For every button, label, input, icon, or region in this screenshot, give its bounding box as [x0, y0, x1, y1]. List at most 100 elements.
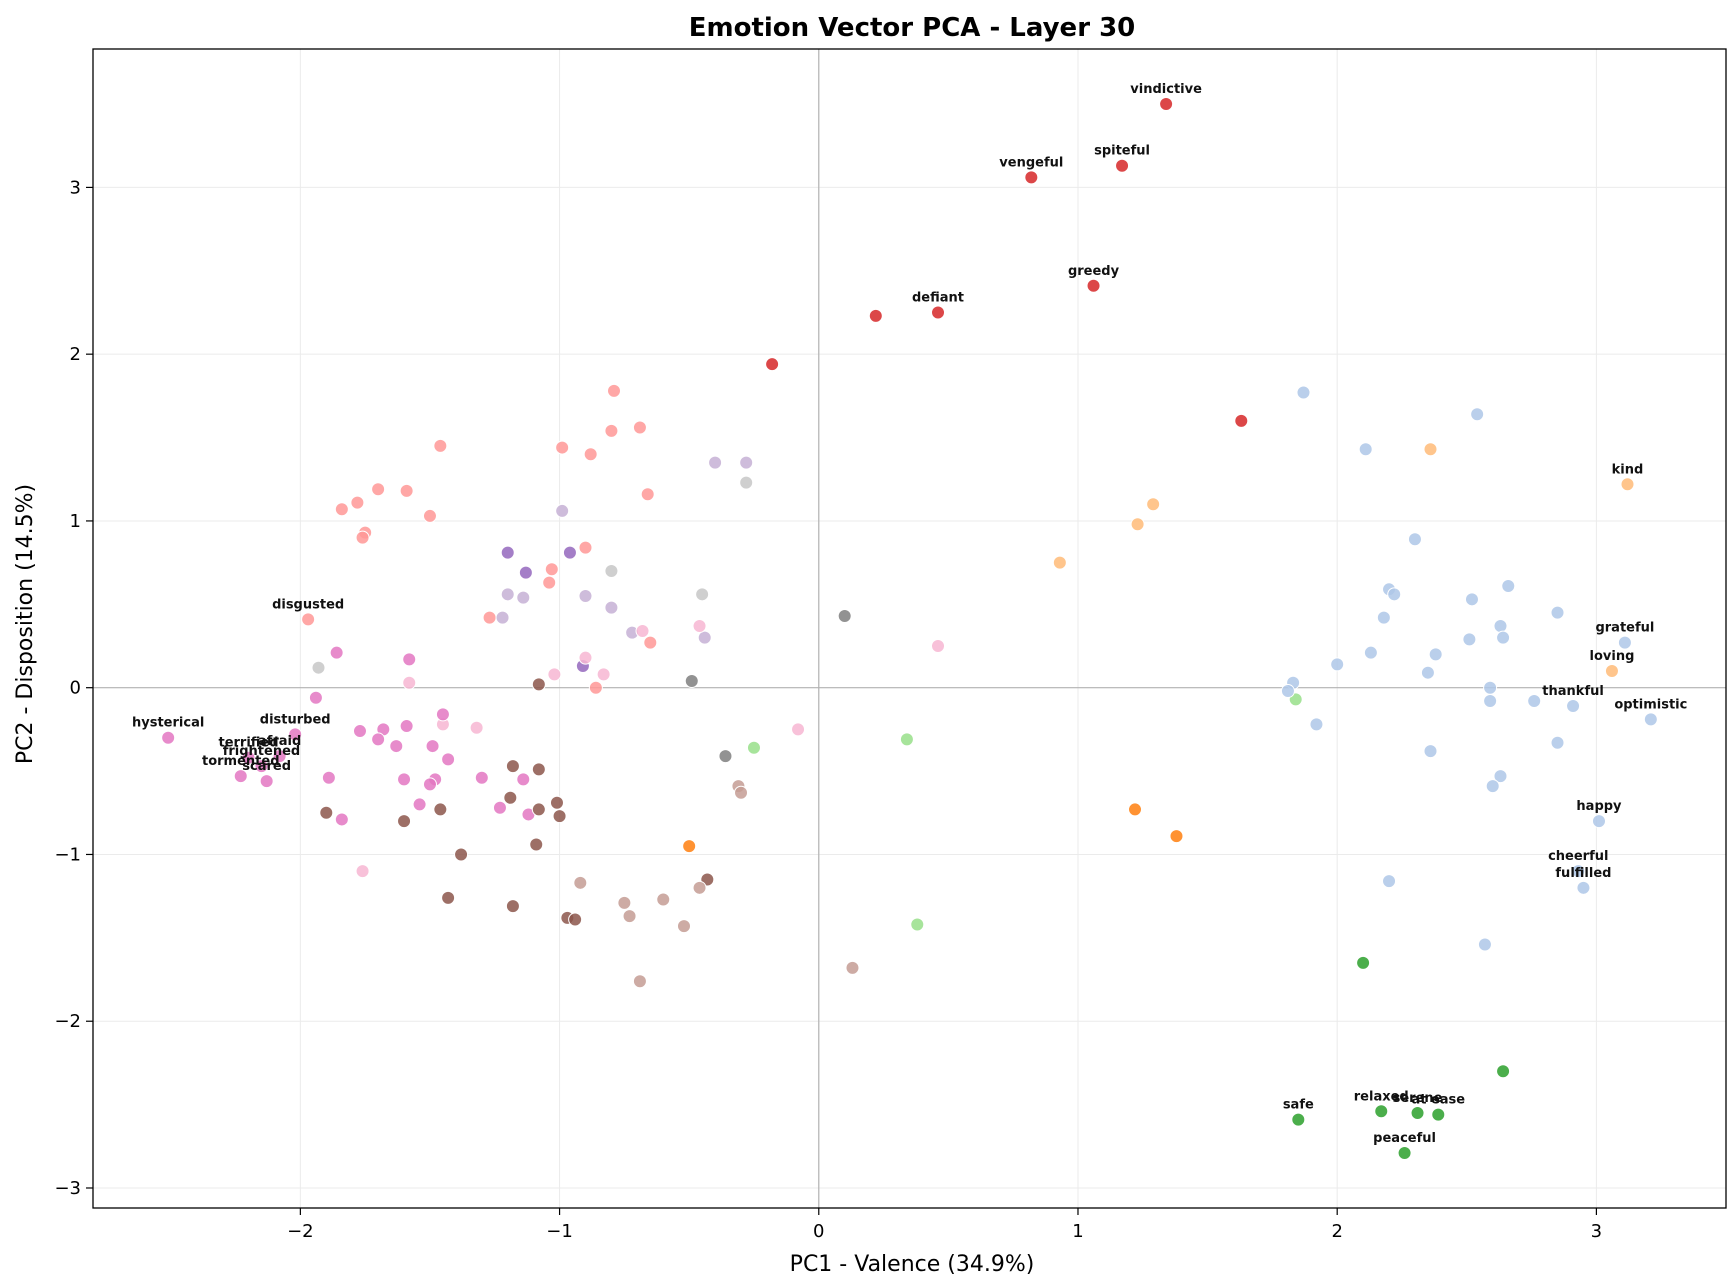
data-label: spiteful	[1094, 144, 1150, 159]
data-point	[573, 875, 588, 890]
data-label: vengeful	[999, 155, 1063, 170]
data-point	[288, 727, 303, 742]
data-point	[518, 565, 533, 580]
data-point	[1356, 955, 1371, 970]
x-tick-label: −2	[287, 1221, 314, 1242]
data-point	[495, 610, 510, 625]
data-point	[389, 739, 404, 754]
data-point	[402, 652, 417, 667]
data-point	[1374, 1104, 1389, 1119]
data-point	[542, 575, 557, 590]
data-point	[547, 667, 562, 682]
data-point	[355, 864, 370, 879]
data-point	[1501, 578, 1516, 593]
data-point	[692, 880, 707, 895]
data-point	[1382, 874, 1397, 889]
data-point	[233, 769, 248, 784]
data-point	[1604, 664, 1619, 679]
data-point	[544, 562, 559, 577]
data-point	[1527, 694, 1542, 709]
data-point	[695, 587, 710, 602]
data-point	[1376, 610, 1391, 625]
data-point	[734, 785, 749, 800]
data-point	[899, 732, 914, 747]
y-tick-label: 1	[70, 511, 81, 532]
data-label: safe	[1283, 1098, 1314, 1113]
data-point	[161, 730, 176, 745]
data-point	[272, 749, 287, 764]
data-point	[350, 495, 365, 510]
y-tick-label: −1	[54, 844, 81, 865]
y-tick-label: 0	[70, 678, 81, 699]
data-point	[399, 719, 414, 734]
data-label: tormented	[202, 754, 280, 769]
data-point	[1397, 1145, 1412, 1160]
data-points	[161, 97, 1658, 1160]
data-point	[910, 917, 925, 932]
data-point	[868, 308, 883, 323]
data-point	[505, 759, 520, 774]
data-point	[371, 482, 386, 497]
y-tick-label: 2	[70, 344, 81, 365]
data-point	[718, 749, 733, 764]
data-point	[1423, 442, 1438, 457]
data-point	[454, 847, 469, 862]
data-point	[1428, 647, 1443, 662]
data-point	[334, 502, 349, 517]
data-label: loving	[1590, 649, 1635, 664]
data-point	[1280, 684, 1295, 699]
data-point	[505, 899, 520, 914]
data-point	[1550, 605, 1565, 620]
data-point	[682, 839, 697, 854]
data-point	[1576, 880, 1591, 895]
data-label: relaxed	[1354, 1089, 1409, 1104]
data-point	[578, 588, 593, 603]
data-point	[412, 797, 427, 812]
data-point	[311, 660, 326, 675]
data-point	[583, 447, 598, 462]
data-point	[334, 812, 349, 827]
data-label: fulfilled	[1555, 866, 1611, 881]
data-point	[632, 420, 647, 435]
x-tick-label: −1	[546, 1221, 573, 1242]
data-point	[1485, 779, 1500, 794]
data-point	[1477, 937, 1492, 952]
data-point	[259, 774, 274, 789]
data-point	[321, 770, 336, 785]
data-point	[399, 483, 414, 498]
data-point	[555, 440, 570, 455]
data-point	[1617, 635, 1632, 650]
data-point	[1431, 1107, 1446, 1122]
data-point	[241, 750, 256, 765]
data-point	[604, 423, 619, 438]
data-point	[492, 800, 507, 815]
data-point	[931, 639, 946, 654]
data-point	[433, 802, 448, 817]
data-point	[435, 707, 450, 722]
data-point	[552, 809, 567, 824]
data-point	[1330, 657, 1345, 672]
data-point	[1159, 97, 1174, 112]
data-point	[765, 357, 780, 372]
data-label: disturbed	[260, 712, 331, 727]
data-point	[531, 677, 546, 692]
data-point	[1410, 1105, 1425, 1120]
data-point	[1234, 413, 1249, 428]
data-point	[1296, 385, 1311, 400]
data-point	[791, 722, 806, 737]
data-point	[1309, 717, 1324, 732]
data-point	[931, 305, 946, 320]
data-point	[1358, 442, 1373, 457]
y-tick-label: −2	[54, 1011, 81, 1032]
data-point	[397, 772, 412, 787]
data-point	[697, 630, 712, 645]
data-point	[1566, 699, 1581, 714]
data-point	[1464, 592, 1479, 607]
data-point	[254, 759, 269, 774]
point-labels: vindictive vengeful spiteful greedy defiant d…	[132, 82, 1687, 1146]
data-label: thankful	[1542, 684, 1604, 699]
data-point	[604, 600, 619, 615]
data-point	[604, 563, 619, 578]
data-label: hysterical	[132, 716, 204, 731]
